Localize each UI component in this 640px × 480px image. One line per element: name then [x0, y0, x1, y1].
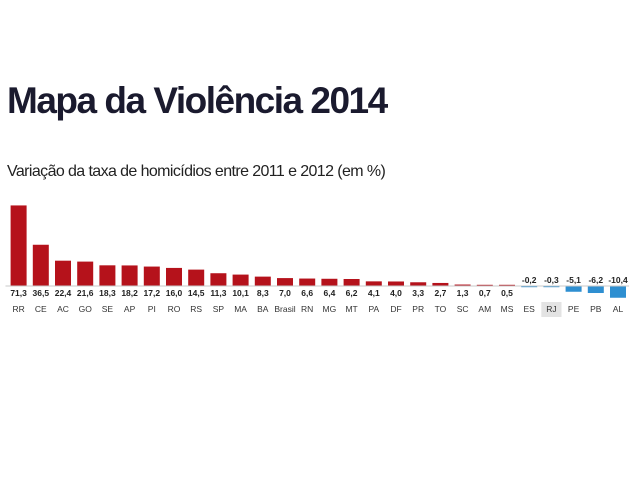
category-label-rn: RN [301, 304, 313, 314]
category-label-pb: PB [590, 304, 602, 314]
value-label-brasil: 7,0 [279, 288, 291, 298]
category-label-pr: PR [412, 304, 424, 314]
category-label-se: SE [102, 304, 114, 314]
chart-subtitle: Variação da taxa de homicídios entre 201… [7, 163, 386, 180]
category-label-rr: RR [12, 304, 24, 314]
bar-brasil [277, 278, 293, 286]
category-label-ap: AP [124, 304, 136, 314]
bar-rn [299, 278, 316, 286]
value-label-ac: 22,4 [55, 288, 72, 298]
value-label-ma: 10,1 [232, 288, 249, 298]
bar-rr [10, 205, 27, 286]
labels-layer: 71,3 RR 36,5 CE 22,4 AC 21,6 GO 18,3 SE 18,2 AP 17,2… [10, 275, 628, 317]
category-label-pi: PI [148, 304, 156, 314]
bar-sc [454, 284, 471, 286]
category-label-rs: RS [190, 304, 202, 314]
bar-rj [543, 286, 560, 288]
bar-sp [210, 273, 227, 286]
category-label-al: AL [613, 304, 624, 314]
value-label-pb: -6,2 [588, 275, 603, 285]
bar-es [521, 286, 538, 288]
value-label-go: 21,6 [77, 288, 94, 298]
bar-df [388, 281, 404, 286]
category-label-to: TO [435, 304, 447, 314]
bar-ap [121, 265, 138, 286]
category-label-go: GO [79, 304, 93, 314]
bar-se [99, 265, 116, 286]
category-label-sc: SC [457, 304, 469, 314]
value-label-am: 0,7 [479, 288, 491, 298]
bar-ce [32, 244, 49, 286]
bar-mt [343, 278, 360, 286]
bar-go [77, 261, 94, 286]
value-label-pa: 4,1 [368, 288, 380, 298]
category-label-ms: MS [501, 304, 514, 314]
category-label-ro: RO [168, 304, 181, 314]
bar-ba [254, 276, 271, 286]
category-label-ac: AC [57, 304, 69, 314]
bar-pb [587, 286, 604, 294]
bar-pa [365, 281, 382, 286]
category-label-mg: MG [323, 304, 337, 314]
value-label-rj: -0,3 [544, 275, 559, 285]
bar-ro [166, 267, 182, 286]
value-label-df: 4,0 [390, 288, 402, 298]
bar-am [476, 284, 493, 286]
value-label-sp: 11,3 [210, 288, 226, 298]
category-label-pa: PA [368, 304, 379, 314]
category-label-am: AM [478, 304, 491, 314]
bar-to [432, 282, 449, 286]
value-label-rn: 6,6 [301, 288, 313, 298]
bar-pi [143, 266, 160, 286]
value-label-rs: 14,5 [188, 288, 205, 298]
value-label-mg: 6,4 [323, 288, 335, 298]
value-label-rr: 71,3 [10, 288, 27, 298]
category-label-rj: RJ [546, 304, 556, 314]
value-label-es: -0,2 [522, 275, 537, 285]
value-label-to: 2,7 [434, 288, 446, 298]
value-label-al: -10,4 [608, 275, 628, 285]
bar-al [610, 286, 626, 298]
category-label-pe: PE [568, 304, 580, 314]
value-label-ms: 0,5 [501, 288, 513, 298]
category-label-df: DF [390, 304, 401, 314]
value-label-mt: 6,2 [346, 288, 358, 298]
category-label-mt: MT [345, 304, 357, 314]
value-label-ro: 16,0 [166, 288, 183, 298]
category-label-ce: CE [35, 304, 47, 314]
bar-pe [565, 286, 582, 292]
value-label-pr: 3,3 [412, 288, 424, 298]
category-label-es: ES [524, 304, 536, 314]
value-label-ce: 36,5 [33, 288, 50, 298]
bars-layer [10, 205, 626, 298]
value-label-ba: 8,3 [257, 288, 269, 298]
bar-ms [499, 284, 515, 286]
bar-ma [232, 274, 249, 286]
bar-ac [55, 260, 71, 286]
value-label-pe: -5,1 [566, 275, 581, 285]
category-label-ba: BA [257, 304, 269, 314]
category-label-brasil: Brasil [274, 304, 295, 314]
value-label-sc: 1,3 [457, 288, 469, 298]
page-title: Mapa da Violência 2014 [7, 80, 388, 121]
bar-pr [410, 282, 427, 286]
value-label-pi: 17,2 [144, 288, 161, 298]
bar-rs [188, 269, 205, 286]
value-label-se: 18,3 [99, 288, 116, 298]
highlight-rj [541, 302, 562, 317]
bar-mg [321, 278, 338, 286]
value-label-ap: 18,2 [121, 288, 138, 298]
category-label-sp: SP [213, 304, 225, 314]
category-label-ma: MA [234, 304, 247, 314]
